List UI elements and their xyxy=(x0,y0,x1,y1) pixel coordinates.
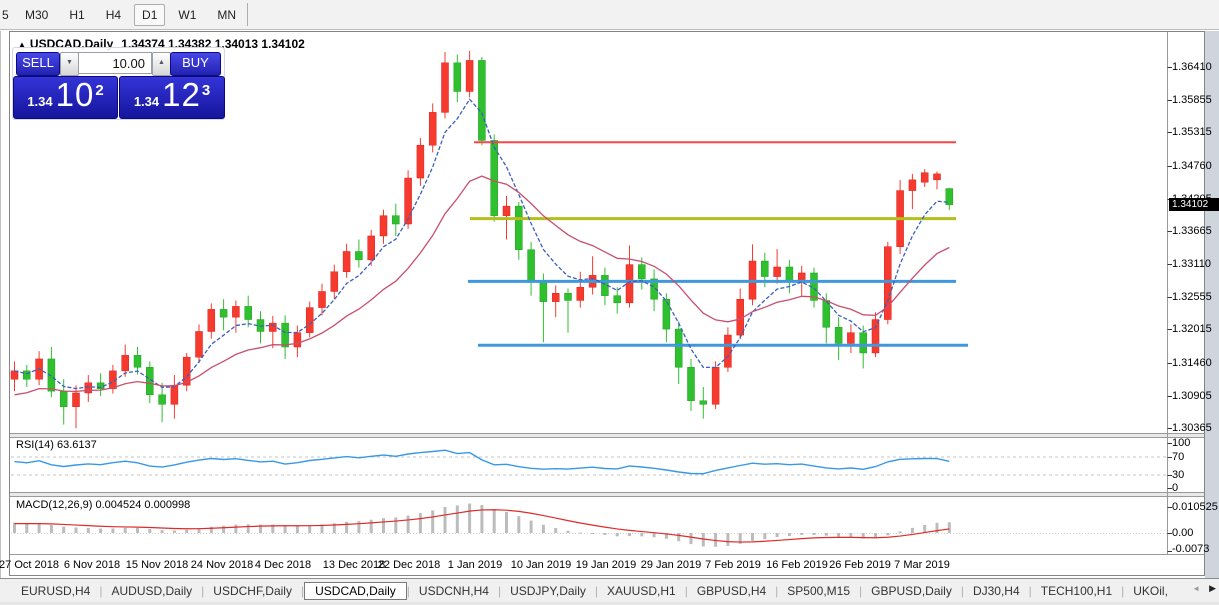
price-axis-label: 1.35315 xyxy=(1172,126,1212,139)
period-button-m30[interactable]: M30 xyxy=(25,7,49,22)
price-axis-label: 1.33110 xyxy=(1172,258,1211,270)
date-axis-label: 6 Nov 2018 xyxy=(63,559,121,571)
macd-axis-label: 0.010525 xyxy=(1172,501,1218,513)
tab-tech100-h1[interactable]: TECH100,H1 xyxy=(1040,583,1113,598)
macd-indicator-label: MACD(12,26,9) 0.004524 0.000998 xyxy=(16,499,191,511)
bid-price-pip: 2 xyxy=(95,82,104,99)
chevron-up-icon: ▲ xyxy=(158,59,165,66)
tab-audusd-daily[interactable]: AUDUSD,Daily xyxy=(111,583,193,598)
rsi-axis-label: 70 xyxy=(1172,450,1185,463)
tab-separator: | xyxy=(201,583,205,598)
date-axis-label: 7 Feb 2019 xyxy=(705,559,761,571)
tab-separator: | xyxy=(1121,583,1125,598)
tab-usdchf-daily[interactable]: USDCHF,Daily xyxy=(213,583,292,598)
timeframe-buttons: 5 M30 H1 H4 D1 W1 MN xyxy=(0,3,244,26)
price-axis-label: 1.30365 xyxy=(1172,421,1212,434)
period-button-5[interactable]: 5 xyxy=(2,7,9,22)
macd-axis-label: -0.0073 xyxy=(1172,543,1210,555)
date-axis-label: 1 Jan 2019 xyxy=(447,559,503,571)
toolbar-separator xyxy=(247,3,248,26)
buy-price-box[interactable]: 1.34 12 3 xyxy=(119,76,225,119)
tab-usdcnh-h4[interactable]: USDCNH,H4 xyxy=(418,583,489,598)
window-edge-strip xyxy=(1205,31,1219,578)
sell-button[interactable]: SELL xyxy=(16,52,60,76)
date-axis-label: 15 Nov 2018 xyxy=(125,559,189,571)
ask-price-pip: 3 xyxy=(201,82,211,99)
tabs-scroll-left-icon[interactable]: ◄ xyxy=(1192,584,1201,593)
date-axis-label: 19 Jan 2019 xyxy=(575,559,637,571)
tab-separator: | xyxy=(594,583,598,598)
rsi-indicator-label: RSI(14) 63.6137 xyxy=(16,439,97,451)
volume-up-button[interactable]: ▲ xyxy=(152,52,171,76)
tab-gbpusd-daily[interactable]: GBPUSD,Daily xyxy=(871,583,952,598)
period-button-h1[interactable]: H1 xyxy=(69,7,85,22)
price-axis-label: 1.31460 xyxy=(1172,356,1212,369)
tab-separator: | xyxy=(300,583,305,598)
tab-scroll-arrows: ◄ ▶ xyxy=(1192,583,1216,594)
date-axis-label: 16 Feb 2019 xyxy=(766,559,828,571)
price-axis-label: 1.36410 xyxy=(1172,61,1212,73)
tab-separator: | xyxy=(99,583,103,598)
tab-usdcad-daily[interactable]: USDCAD,Daily xyxy=(304,581,407,600)
tab-separator: | xyxy=(497,583,502,598)
volume-down-button[interactable]: ▼ xyxy=(60,52,79,76)
rsi-axis-label: 0 xyxy=(1172,482,1179,494)
rsi-axis-label: 100 xyxy=(1172,437,1191,449)
volume-input[interactable] xyxy=(78,52,152,74)
period-button-d1[interactable]: D1 xyxy=(134,3,166,26)
tabs-scroll-right-icon[interactable]: ▶ xyxy=(1209,583,1216,593)
collapse-panel-icon[interactable]: ▲ xyxy=(18,40,26,49)
date-axis-label: 22 Dec 2018 xyxy=(377,559,441,571)
price-axis-label: 1.35855 xyxy=(1172,94,1212,107)
current-price-tag: 1.34102 xyxy=(1169,198,1219,211)
tab-dj30-h4[interactable]: DJ30,H4 xyxy=(972,583,1020,598)
date-axis-label: 24 Nov 2018 xyxy=(190,559,254,571)
tab-sp500-m15[interactable]: SP500,M15 xyxy=(787,583,851,598)
tab-usdjpy-daily[interactable]: USDJPY,Daily xyxy=(510,583,586,598)
date-axis-label: 4 Dec 2018 xyxy=(254,559,312,571)
bid-price-prefix: 1.34 xyxy=(27,94,53,109)
tab-eurusd-h4[interactable]: EURUSD,H4 xyxy=(21,583,91,598)
tab-xauusd-h1[interactable]: XAUUSD,H1 xyxy=(607,583,676,598)
chart-tab-bar: EURUSD,H4 | AUDUSD,Daily | USDCHF,Daily | USDC… xyxy=(0,578,1219,602)
period-button-mn[interactable]: MN xyxy=(217,7,237,22)
sell-price-box[interactable]: 1.34 10 2 xyxy=(13,76,118,119)
tab-separator: | xyxy=(960,583,964,598)
price-axis-label: 1.32555 xyxy=(1172,291,1212,304)
buy-button[interactable]: BUY xyxy=(170,52,221,76)
price-axis-label: 1.34760 xyxy=(1172,159,1212,172)
date-axis-label: 10 Jan 2019 xyxy=(510,559,572,571)
price-axis-label: 1.33665 xyxy=(1172,224,1212,237)
ask-price-big: 12 xyxy=(162,76,201,113)
rsi-axis-label: 30 xyxy=(1172,468,1185,481)
period-button-h4[interactable]: H4 xyxy=(105,7,122,22)
price-axis-label: 1.30905 xyxy=(1172,389,1212,402)
price-axis-label: 1.32015 xyxy=(1172,323,1212,336)
ask-price-prefix: 1.34 xyxy=(133,94,160,109)
tab-separator: | xyxy=(406,583,410,598)
timeframe-toolbar: 5 M30 H1 H4 D1 W1 MN xyxy=(0,0,1219,30)
tab-ukoil[interactable]: UKOil, xyxy=(1133,583,1168,598)
tab-separator: | xyxy=(1028,583,1032,598)
tab-gbpusd-h4[interactable]: GBPUSD,H4 xyxy=(696,583,767,598)
date-axis-label: 29 Jan 2019 xyxy=(640,559,702,571)
tab-separator: | xyxy=(775,583,779,598)
tab-separator: | xyxy=(684,583,688,598)
one-click-trading-panel: SELL ▼ ▲ BUY 1.34 10 2 1.34 12 3 xyxy=(12,47,225,120)
status-strip xyxy=(0,602,1219,605)
bid-price-big: 10 xyxy=(55,76,95,113)
macd-axis-label: 0.00 xyxy=(1172,527,1194,539)
date-axis-label: 7 Mar 2019 xyxy=(894,559,950,571)
chart-tabs: EURUSD,H4 | AUDUSD,Daily | USDCHF,Daily | USDC… xyxy=(12,581,1177,600)
tab-separator: | xyxy=(859,583,863,598)
period-button-w1[interactable]: W1 xyxy=(178,7,197,22)
date-axis-label: 27 Oct 2018 xyxy=(0,559,59,571)
date-axis-label: 26 Feb 2019 xyxy=(829,559,891,571)
chevron-down-icon: ▼ xyxy=(66,59,73,66)
date-axis-label: 13 Dec 2018 xyxy=(322,559,386,571)
